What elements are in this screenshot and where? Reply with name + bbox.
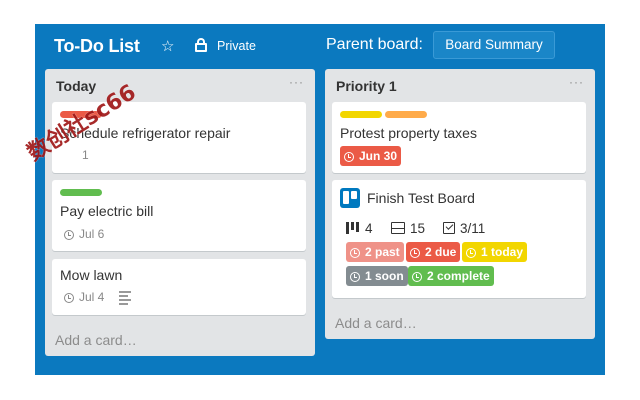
- due-badge[interactable]: 2 due: [406, 242, 461, 262]
- complete-badge[interactable]: 2 complete: [408, 266, 494, 286]
- card-schedule-refrigerator-repair[interactable]: Schedule refrigerator repair 1: [52, 102, 306, 173]
- visibility-label[interactable]: Private: [217, 39, 256, 53]
- clock-icon: [64, 230, 74, 240]
- card-label-red[interactable]: [60, 111, 102, 118]
- lists-count: 4: [346, 221, 373, 236]
- parent-board-label: Parent board:: [326, 36, 423, 53]
- soon-badge[interactable]: 1 soon: [346, 266, 408, 286]
- card-label-yellow[interactable]: [340, 111, 382, 118]
- list-priority-1: Priority 1 ··· Protest property taxes Ju…: [325, 69, 595, 339]
- card-meta: 1: [82, 148, 89, 162]
- checklist-count: 3/11: [443, 221, 485, 236]
- board: To-Do List ☆ Private Parent board: Board…: [35, 24, 605, 375]
- card-title: Protest property taxes: [340, 125, 477, 141]
- card-title: Finish Test Board: [367, 190, 475, 206]
- cards-icon: [391, 222, 405, 234]
- clock-icon: [410, 248, 420, 258]
- today-badge[interactable]: 1 today: [462, 242, 528, 262]
- clock-icon: [350, 248, 360, 258]
- star-icon[interactable]: ☆: [161, 38, 175, 55]
- due-date-badge[interactable]: Jun 30: [340, 146, 402, 166]
- list-title[interactable]: Priority 1: [336, 78, 397, 94]
- card-protest-property-taxes[interactable]: Protest property taxes Jun 30: [332, 102, 586, 173]
- add-card-button[interactable]: Add a card…: [335, 315, 417, 331]
- card-title: Schedule refrigerator repair: [60, 125, 231, 141]
- cards-count: 15: [391, 221, 425, 236]
- board-summary-button[interactable]: Board Summary: [433, 31, 555, 59]
- list-menu-icon[interactable]: ···: [289, 75, 304, 89]
- board-header: To-Do List ☆ Private Parent board: Board…: [35, 24, 605, 68]
- checklist-icon: [443, 222, 455, 234]
- clock-icon: [64, 293, 74, 303]
- list-menu-icon[interactable]: ···: [569, 75, 584, 89]
- due-date: Jul 6: [64, 227, 104, 241]
- clock-icon: [412, 272, 422, 282]
- list-title[interactable]: Today: [56, 78, 97, 94]
- card-label-green[interactable]: [60, 189, 102, 196]
- card-mow-lawn[interactable]: Mow lawn Jul 4: [52, 259, 306, 315]
- card-title: Mow lawn: [60, 267, 123, 283]
- card-title: Pay electric bill: [60, 203, 154, 219]
- lists-icon: [346, 222, 360, 234]
- description-icon: [119, 291, 131, 307]
- trello-board-icon: [340, 188, 360, 208]
- card-pay-electric-bill[interactable]: Pay electric bill Jul 6: [52, 180, 306, 251]
- clock-icon: [350, 272, 360, 282]
- card-finish-test-board[interactable]: Finish Test Board 4 15 3/11 2 past 2 due…: [332, 180, 586, 298]
- add-card-button[interactable]: Add a card…: [55, 332, 137, 348]
- clock-icon: [466, 248, 476, 258]
- list-today: Today ··· Schedule refrigerator repair 1…: [45, 69, 315, 356]
- board-title[interactable]: To-Do List: [54, 36, 140, 56]
- clock-icon: [344, 152, 354, 162]
- lock-icon[interactable]: [195, 38, 207, 52]
- due-date: Jul 4: [64, 290, 104, 304]
- past-due-badge[interactable]: 2 past: [346, 242, 404, 262]
- card-label-orange[interactable]: [385, 111, 427, 118]
